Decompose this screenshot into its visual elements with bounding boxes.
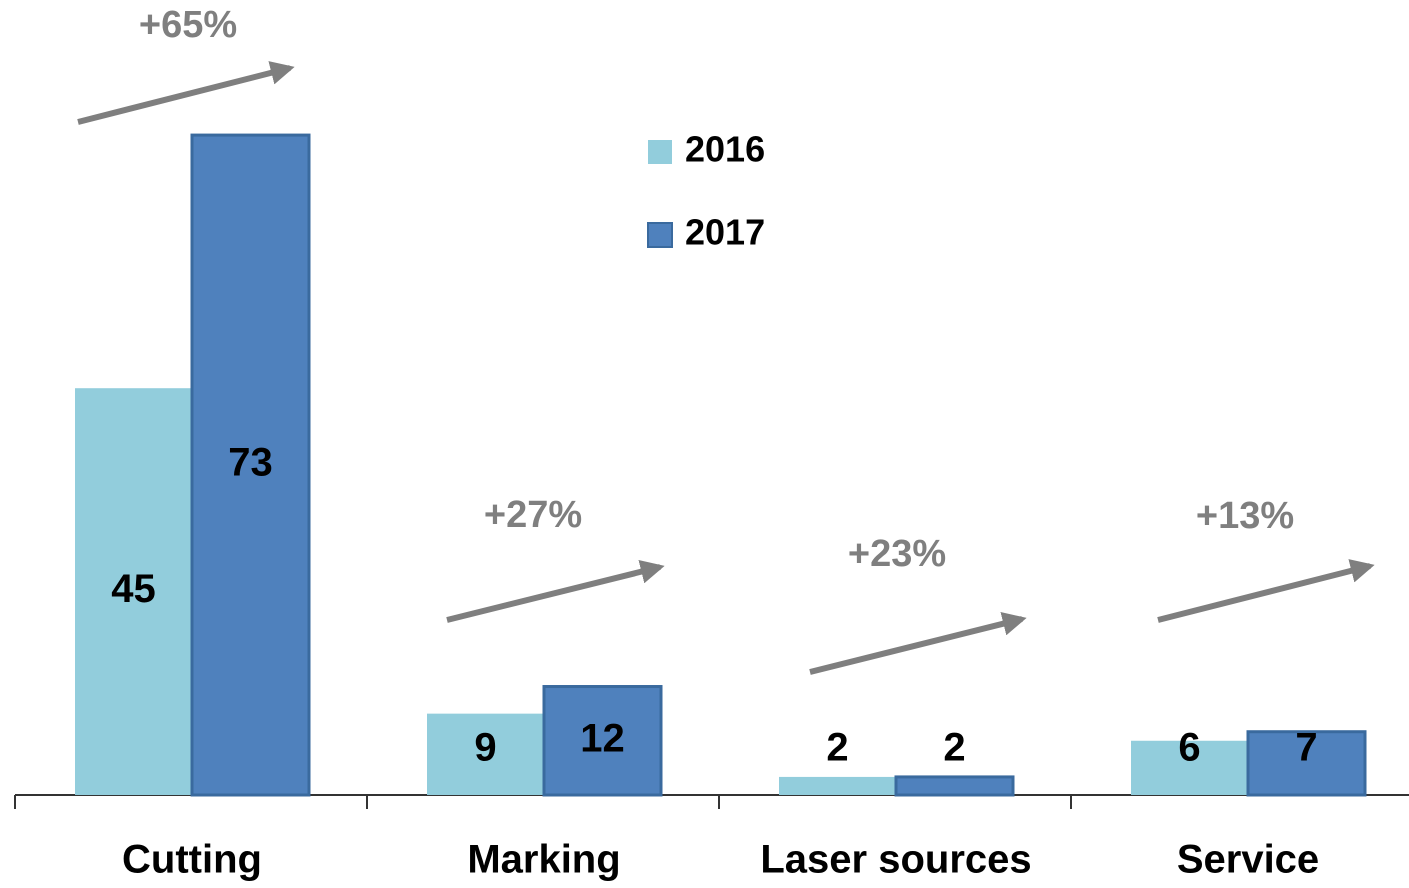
data-label: 9 [474,726,496,770]
data-label: 12 [580,716,625,760]
x-tick-label: Laser sources [760,838,1031,882]
bar [1246,730,1367,797]
legend-swatch [647,222,673,248]
x-tick-label: Marking [467,838,620,882]
bar [1131,740,1248,795]
bar [779,776,896,795]
legend-swatch [648,140,672,164]
annotation: +13% [1196,495,1294,537]
annotation: +27% [484,494,582,536]
legend-label: 2016 [685,129,765,170]
data-label: 6 [1178,726,1200,770]
x-tick-label: Service [1177,838,1319,882]
data-label: 2 [826,726,848,770]
bar [190,133,311,797]
annotation: +65% [139,4,237,46]
bar [427,713,544,795]
bar [75,388,192,795]
bar [894,775,1015,797]
trend-arrow [77,61,295,125]
trend-arrow [446,559,665,623]
data-label: 45 [111,567,156,611]
data-label: 7 [1295,726,1317,770]
bar [542,685,663,797]
trend-arrow [809,612,1027,675]
annotation: +23% [848,533,946,575]
data-label: 2 [943,726,965,770]
legend-label: 2017 [685,212,765,253]
data-label: 73 [228,441,273,485]
trend-arrow [1157,559,1375,623]
x-tick-label: Cutting [122,838,262,882]
